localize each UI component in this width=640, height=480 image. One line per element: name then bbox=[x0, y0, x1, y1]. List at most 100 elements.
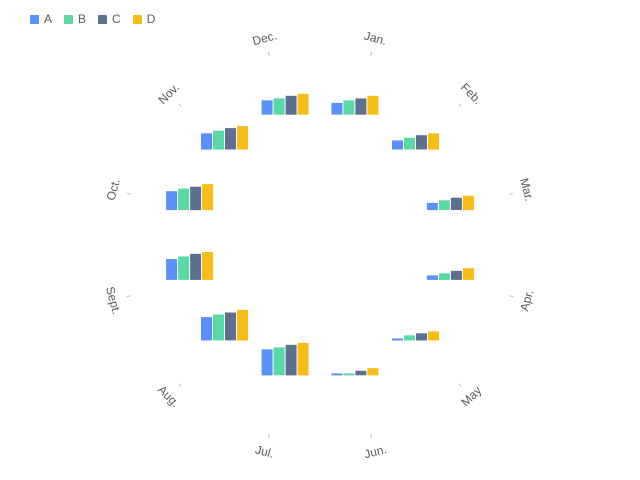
legend-label-c: C bbox=[112, 12, 121, 26]
bar-group-9 bbox=[166, 184, 214, 211]
bar-a-11[interactable] bbox=[261, 100, 273, 115]
bar-c-4[interactable] bbox=[416, 333, 427, 341]
axis-tick-8 bbox=[126, 295, 131, 298]
legend-item-c[interactable]: C bbox=[98, 12, 121, 26]
bar-a-2[interactable] bbox=[426, 202, 438, 211]
axis-tick-6 bbox=[267, 434, 270, 439]
legend-item-a[interactable]: A bbox=[30, 12, 52, 26]
ticks-layer bbox=[126, 51, 514, 439]
axis-tick-0 bbox=[370, 51, 373, 56]
legend: A B C D bbox=[30, 12, 155, 26]
legend-swatch-c bbox=[98, 14, 108, 24]
axis-tick-4 bbox=[458, 383, 462, 387]
legend-item-d[interactable]: D bbox=[132, 12, 156, 26]
axis-tick-9 bbox=[126, 192, 131, 195]
bar-b-9[interactable] bbox=[178, 188, 190, 210]
bar-d-0[interactable] bbox=[367, 95, 379, 115]
bar-group-8 bbox=[166, 252, 214, 280]
bars-layer bbox=[166, 93, 474, 376]
bar-group-5 bbox=[331, 368, 379, 376]
legend-item-b[interactable]: B bbox=[64, 12, 86, 26]
bar-b-6[interactable] bbox=[273, 347, 285, 376]
bar-c-6[interactable] bbox=[285, 344, 297, 376]
bar-d-9[interactable] bbox=[202, 184, 214, 211]
month-label-3: Apr. bbox=[517, 288, 536, 312]
bar-b-4[interactable] bbox=[404, 335, 415, 341]
bar-group-4 bbox=[392, 331, 439, 341]
axis-tick-1 bbox=[458, 103, 462, 107]
bar-c-1[interactable] bbox=[416, 135, 427, 150]
legend-label-a: A bbox=[44, 12, 53, 26]
month-label-9: Oct. bbox=[104, 177, 123, 202]
bar-c-10[interactable] bbox=[225, 128, 236, 150]
month-label-11: Dec. bbox=[251, 28, 278, 48]
month-label-8: Sept. bbox=[103, 285, 124, 316]
labels-layer: Jan. Feb. Mar. Apr. May Jun. Jul. Aug. Sept. Oct.… bbox=[103, 28, 537, 461]
month-label-10: Nov. bbox=[155, 80, 182, 107]
bar-d-1[interactable] bbox=[428, 133, 439, 150]
bar-b-0[interactable] bbox=[343, 100, 355, 115]
legend-label-b: B bbox=[78, 12, 87, 26]
bar-d-11[interactable] bbox=[297, 93, 309, 115]
bar-b-8[interactable] bbox=[178, 256, 190, 280]
bar-a-10[interactable] bbox=[201, 133, 212, 150]
axis-tick-2 bbox=[509, 192, 514, 195]
month-label-4: May bbox=[458, 383, 484, 409]
bar-d-7[interactable] bbox=[237, 309, 248, 341]
month-label-5: Jun. bbox=[363, 442, 389, 461]
axis-tick-11 bbox=[267, 51, 270, 56]
bar-b-10[interactable] bbox=[213, 130, 224, 150]
legend-label-d: D bbox=[146, 12, 156, 26]
month-label-7: Aug. bbox=[155, 383, 182, 410]
axis-tick-3 bbox=[509, 295, 514, 298]
bar-a-3[interactable] bbox=[426, 275, 438, 280]
legend-swatch-b bbox=[64, 14, 74, 24]
bar-c-11[interactable] bbox=[285, 95, 297, 115]
bar-a-0[interactable] bbox=[331, 102, 343, 115]
bar-a-5[interactable] bbox=[331, 373, 343, 376]
bar-group-3 bbox=[426, 268, 474, 280]
bar-group-10 bbox=[201, 126, 248, 150]
bar-a-4[interactable] bbox=[392, 338, 403, 341]
bar-b-7[interactable] bbox=[213, 314, 224, 341]
bar-b-2[interactable] bbox=[438, 200, 450, 211]
legend-swatch-a bbox=[30, 14, 39, 24]
bar-c-8[interactable] bbox=[190, 253, 202, 280]
bar-d-2[interactable] bbox=[462, 195, 474, 211]
bar-group-1 bbox=[392, 133, 439, 150]
bar-a-7[interactable] bbox=[201, 317, 212, 341]
axis-tick-10 bbox=[178, 103, 182, 107]
bar-c-2[interactable] bbox=[450, 197, 462, 210]
bar-group-6 bbox=[261, 342, 309, 376]
bar-c-0[interactable] bbox=[355, 98, 367, 115]
bar-a-8[interactable] bbox=[166, 259, 178, 280]
bar-c-7[interactable] bbox=[225, 312, 236, 341]
bar-a-9[interactable] bbox=[166, 191, 178, 211]
month-label-6: Jul. bbox=[254, 443, 276, 461]
bar-d-6[interactable] bbox=[297, 342, 309, 376]
bar-c-3[interactable] bbox=[450, 270, 462, 280]
bar-c-9[interactable] bbox=[190, 186, 202, 211]
bar-group-11 bbox=[261, 93, 309, 115]
bar-group-2 bbox=[426, 195, 474, 211]
month-label-2: Mar. bbox=[517, 177, 537, 203]
bar-group-0 bbox=[331, 95, 379, 115]
bar-a-6[interactable] bbox=[261, 349, 273, 376]
axis-tick-7 bbox=[178, 383, 182, 387]
bar-b-5[interactable] bbox=[343, 373, 355, 376]
bar-b-11[interactable] bbox=[273, 98, 285, 115]
month-label-0: Jan. bbox=[363, 29, 389, 48]
legend-swatch-d bbox=[132, 14, 142, 24]
bar-c-5[interactable] bbox=[355, 370, 367, 376]
bar-d-3[interactable] bbox=[462, 268, 474, 280]
bar-b-1[interactable] bbox=[404, 137, 415, 150]
bar-d-10[interactable] bbox=[237, 126, 248, 150]
bar-d-8[interactable] bbox=[202, 252, 214, 280]
bar-d-5[interactable] bbox=[367, 368, 379, 376]
axis-tick-5 bbox=[370, 434, 373, 439]
bar-a-1[interactable] bbox=[392, 140, 403, 150]
month-label-1: Feb. bbox=[458, 80, 485, 107]
bar-b-3[interactable] bbox=[438, 273, 450, 280]
bar-d-4[interactable] bbox=[428, 331, 439, 341]
